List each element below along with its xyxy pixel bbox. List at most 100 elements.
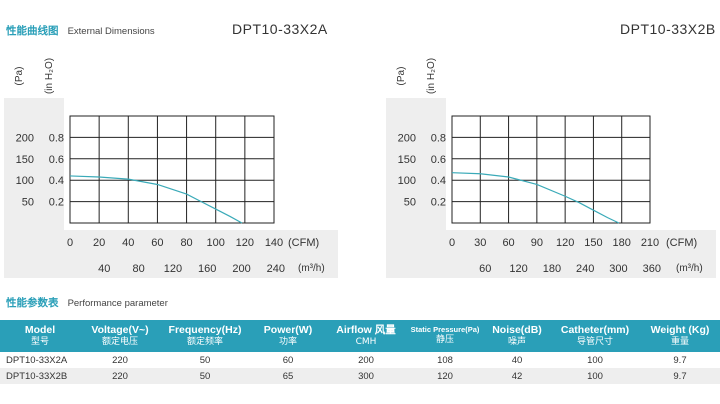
chart-a-ticks: 0.8 200 0.6 150 0.4 100 0.2 50 0 20 40 60 80 100 120 14… [16, 132, 285, 275]
header-model: Model 型号 [0, 320, 80, 352]
chart-a-curve [69, 175, 243, 224]
chart-a-cfm-tick: 120 [236, 237, 254, 249]
chart-a-inh2o-tick: 0.8 [49, 132, 64, 144]
header-voltage: Voltage(V~) 额定电压 [80, 320, 160, 352]
chart-a-inh2o-tick: 0.2 [49, 197, 64, 209]
header-weight: Weight (Kg) 重量 [640, 320, 720, 352]
header-noise: Noise(dB) 噪声 [484, 320, 550, 352]
chart-a-backdrop [4, 98, 338, 278]
cell-noise: 42 [484, 368, 550, 384]
header-static-pressure: Static Pressure(Pa) 静压 [406, 320, 484, 352]
chart-b-pa-tick: 50 [404, 197, 416, 209]
chart-a-pa-tick: 50 [22, 197, 34, 209]
chart-a-inh2o-unit: (in H₂O) [44, 58, 55, 94]
performance-section-title: 性能参数表 Performance parameter [6, 295, 168, 310]
cell-noise: 40 [484, 352, 550, 368]
table-row: DPT10-33X2A 220 50 60 200 108 40 100 9.7 [0, 352, 720, 368]
chart-b-pa-unit: (Pa) [396, 67, 407, 86]
table-row: DPT10-33X2B 220 50 65 300 120 42 100 9.7 [0, 368, 720, 384]
chart-a-pa-tick: 200 [16, 132, 34, 144]
header-catheter: Catheter(mm) 导管尺寸 [550, 320, 640, 352]
chart-b-cfm-tick: 180 [613, 237, 631, 249]
cell-frequency: 50 [160, 352, 250, 368]
chart-b-inh2o-tick: 0.6 [431, 154, 446, 166]
chart-a-cmh-tick: 240 [267, 263, 285, 275]
curves-section-title: 性能曲线图 External Dimensions [6, 23, 155, 38]
chart-b-plot-frame [451, 115, 651, 224]
model-label-a: DPT10-33X2A [232, 21, 328, 37]
chart-a-inh2o-tick: 0.4 [49, 175, 64, 187]
performance-chart-a: (Pa) (in H₂O) 0.8 200 0.6 150 0.4 100 0.2 50 0 20… [4, 40, 344, 280]
header-frequency-en: Frequency(Hz) [168, 324, 242, 336]
chart-b-inh2o-tick: 0.8 [431, 132, 446, 144]
chart-a-pa-unit: (Pa) [14, 67, 25, 86]
chart-b-ticks: 0.8 200 0.6 150 0.4 100 0.2 50 0 30 60 90 120 150 180 2… [398, 132, 661, 275]
chart-b-cfm-tick: 0 [449, 237, 455, 249]
chart-b-pa-tick: 200 [398, 132, 416, 144]
chart-b-backdrop [386, 98, 716, 278]
header-airflow: Airflow 风量 CMH [326, 320, 406, 352]
chart-b-svg: (Pa) (in H₂O) 0.8 200 0.6 150 0.4 100 0.2 50 0 30… [386, 58, 716, 278]
chart-a-inh2o-tick: 0.6 [49, 154, 64, 166]
chart-a-cmh-tick: 200 [232, 263, 250, 275]
chart-b-cmh-tick: 300 [609, 263, 627, 275]
chart-a-pa-tick: 100 [16, 175, 34, 187]
chart-b-cmh-unit: (m³/h) [676, 263, 703, 274]
cell-airflow: 300 [326, 368, 406, 384]
cell-catheter: 100 [550, 368, 640, 384]
chart-a-cfm-tick: 140 [265, 237, 283, 249]
cell-static-pressure: 108 [406, 352, 484, 368]
header-voltage-cn: 额定电压 [101, 337, 138, 347]
chart-b-cmh-tick: 240 [576, 263, 594, 275]
chart-b-cfm-tick: 90 [531, 237, 543, 249]
cell-weight: 9.7 [640, 368, 720, 384]
chart-b-cmh-tick: 60 [479, 263, 491, 275]
chart-a-cfm-tick: 40 [122, 237, 134, 249]
curves-title-en: External Dimensions [67, 26, 155, 37]
header-voltage-en: Voltage(V~) [91, 324, 149, 336]
header-model-cn: 型号 [30, 337, 49, 347]
cell-model: DPT10-33X2A [0, 352, 80, 368]
header-catheter-cn: 导管尺寸 [576, 337, 613, 347]
performance-title-cn: 性能参数表 [6, 297, 59, 309]
header-airflow-unit: CMH [355, 337, 377, 347]
chart-a-pa-tick: 150 [16, 154, 34, 166]
cell-catheter: 100 [550, 352, 640, 368]
chart-a-grid [70, 116, 274, 223]
chart-b-cfm-tick: 120 [556, 237, 574, 249]
chart-b-cfm-tick: 30 [474, 237, 486, 249]
chart-b-cmh-tick: 120 [509, 263, 527, 275]
header-airflow-en: Airflow 风量 [336, 324, 396, 336]
cell-weight: 9.7 [640, 352, 720, 368]
chart-b-pa-tick: 150 [398, 154, 416, 166]
performance-title-en: Performance parameter [67, 298, 168, 309]
chart-b-inh2o-unit: (in H₂O) [426, 58, 437, 94]
chart-b-cmh-tick: 180 [543, 263, 561, 275]
cell-airflow: 200 [326, 352, 406, 368]
cell-power: 60 [250, 352, 326, 368]
table-header-row: Model 型号 Voltage(V~) 额定电压 Frequency(Hz) 额定频… [0, 320, 720, 352]
cell-power: 65 [250, 368, 326, 384]
chart-b-curve [451, 172, 620, 224]
chart-b-cfm-tick: 210 [641, 237, 659, 249]
header-frequency-cn: 额定频率 [186, 337, 223, 347]
chart-a-cmh-tick: 160 [198, 263, 216, 275]
header-power: Power(W) 功率 [250, 320, 326, 352]
header-noise-en: Noise(dB) [492, 324, 542, 336]
header-power-en: Power(W) [263, 324, 313, 336]
chart-a-cfm-tick: 80 [180, 237, 192, 249]
header-power-cn: 功率 [278, 337, 297, 347]
chart-b-inh2o-tick: 0.2 [431, 197, 446, 209]
chart-b-cfm-tick: 60 [502, 237, 514, 249]
chart-a-cmh-unit: (m³/h) [298, 263, 325, 274]
chart-a-svg: (Pa) (in H₂O) 0.8 200 0.6 150 0.4 100 0.2 50 0 20… [4, 58, 338, 278]
curves-title-cn: 性能曲线图 [6, 25, 59, 37]
header-noise-cn: 噪声 [507, 337, 526, 347]
cell-model: DPT10-33X2B [0, 368, 80, 384]
chart-a-cmh-tick: 80 [132, 263, 144, 275]
header-model-en: Model [24, 324, 56, 336]
chart-b-inh2o-tick: 0.4 [431, 175, 446, 187]
chart-a-cmh-tick: 120 [164, 263, 182, 275]
header-static-pressure-en: Static Pressure(Pa) [410, 325, 480, 334]
header-catheter-en: Catheter(mm) [560, 324, 630, 336]
